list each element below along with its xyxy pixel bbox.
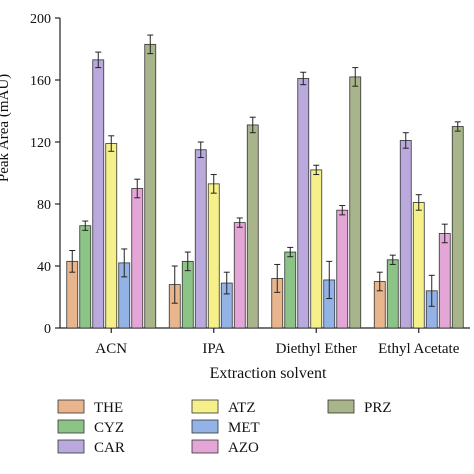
- y-tick-label: 160: [30, 74, 51, 89]
- y-tick-label: 0: [44, 322, 51, 337]
- x-tick-label: IPA: [202, 341, 225, 357]
- bar-car-diethyl-ether: [297, 78, 310, 329]
- bar-prz-diethyl-ether: [349, 76, 362, 329]
- bar-azo-ipa: [233, 222, 246, 329]
- x-tick-label: Diethyl Ether: [276, 341, 357, 357]
- legend-swatch-cyz: [57, 419, 85, 434]
- legend-swatch-atz: [191, 399, 219, 414]
- legend-swatch-the: [57, 399, 85, 414]
- x-axis: ACN IPA Diethyl Ether Ethyl Acetate: [95, 328, 460, 357]
- legend-label-the: THE: [94, 400, 123, 416]
- y-tick-label: 120: [30, 136, 51, 151]
- legend-swatch-azo: [191, 439, 219, 454]
- bar-cyz-diethyl-ether: [284, 251, 297, 329]
- bar-atz-ipa: [207, 183, 220, 329]
- y-tick-label: 40: [37, 260, 51, 275]
- legend-swatch-prz: [327, 399, 355, 414]
- bar-azo-ethyl-acetate: [438, 233, 451, 329]
- bar-cyz-ethyl-acetate: [386, 259, 399, 329]
- bar-cyz-acn: [79, 225, 92, 329]
- legend-label-car: CAR: [94, 440, 125, 456]
- y-axis: 0 40 80 120 160 200: [30, 12, 60, 337]
- legend-label-azo: AZO: [228, 440, 259, 456]
- x-tick-label: ACN: [95, 341, 127, 357]
- bar-prz-ipa: [246, 124, 259, 329]
- bar-atz-diethyl-ether: [310, 169, 323, 329]
- x-tick-label: Ethyl Acetate: [378, 341, 460, 357]
- bar-azo-acn: [131, 188, 144, 329]
- y-axis-label: Peak Area (mAU): [0, 74, 12, 182]
- legend-swatch-car: [57, 439, 85, 454]
- y-tick-label: 200: [30, 12, 51, 27]
- bar-atz-acn: [105, 143, 118, 329]
- legend-label-prz: PRZ: [364, 400, 392, 416]
- error-bars-layer: [69, 34, 461, 307]
- bars-layer: [66, 43, 464, 329]
- bar-car-ethyl-acetate: [399, 140, 412, 329]
- bar-atz-ethyl-acetate: [412, 202, 425, 329]
- bar-prz-ethyl-acetate: [451, 126, 464, 329]
- legend-label-atz: ATZ: [228, 400, 256, 416]
- bar-prz-acn: [144, 43, 157, 329]
- bar-car-acn: [92, 59, 105, 329]
- legend: THE CYZ CAR ATZ MET AZO PRZ: [57, 399, 392, 456]
- bar-cyz-ipa: [181, 260, 194, 329]
- x-axis-label: Extraction solvent: [210, 365, 327, 382]
- bar-car-ipa: [194, 149, 207, 329]
- legend-swatch-met: [191, 419, 219, 434]
- bar-azo-diethyl-ether: [336, 209, 349, 329]
- y-tick-label: 80: [37, 198, 51, 213]
- legend-label-cyz: CYZ: [94, 420, 124, 436]
- legend-label-met: MET: [228, 420, 260, 436]
